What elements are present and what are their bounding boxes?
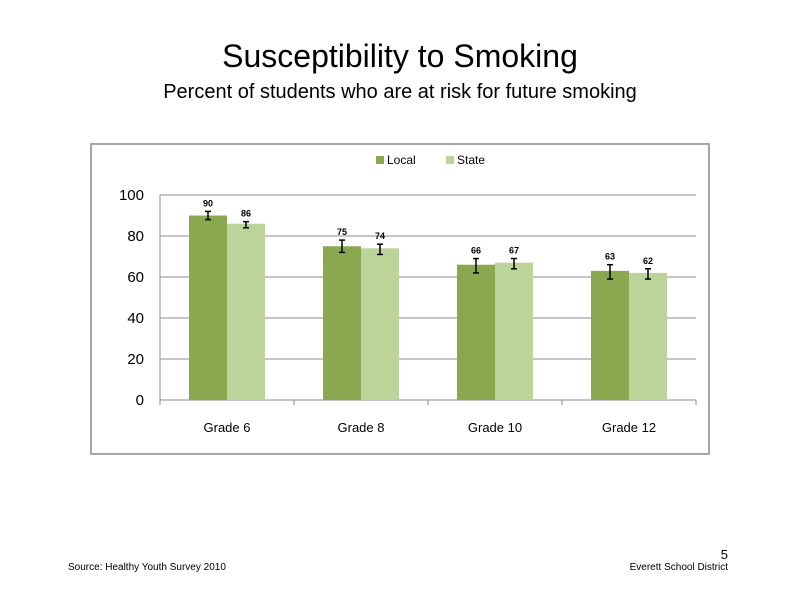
data-label: 90 [203,198,213,208]
bar-state [227,223,265,400]
data-label: 86 [241,209,251,219]
data-label: 75 [337,227,347,237]
y-tick-label: 100 [119,187,144,204]
source-note: Source: Healthy Youth Survey 2010 [68,562,226,573]
y-tick-label: 20 [127,351,144,368]
slide-subtitle: Percent of students who are at risk for … [163,81,637,103]
bar-local [189,215,227,400]
legend-label-local: Local [387,153,416,167]
data-label: 67 [509,246,519,256]
bar-state [495,262,533,400]
legend-label-state: State [457,153,485,167]
y-tick-label: 40 [127,310,144,327]
data-label: 63 [605,252,615,262]
data-label: 66 [471,246,481,256]
legend-swatch-state [446,156,454,164]
legend-swatch-local [376,156,384,164]
x-category-label: Grade 10 [468,420,522,435]
page-number: 5 [720,547,728,562]
bar-state [629,272,667,400]
bar-local [591,270,629,400]
data-label: 62 [643,256,653,266]
y-tick-label: 80 [127,228,144,245]
slide-title: Susceptibility to Smoking [222,38,578,74]
data-label: 74 [375,231,385,241]
y-tick-label: 0 [136,392,144,409]
district-name: Everett School District [629,562,728,573]
x-category-label: Grade 6 [204,420,251,435]
bar-local [323,246,361,400]
bar-local [457,264,495,400]
x-category-label: Grade 8 [338,420,385,435]
x-category-label: Grade 12 [602,420,656,435]
bar-state [361,248,399,400]
y-tick-label: 60 [127,269,144,286]
